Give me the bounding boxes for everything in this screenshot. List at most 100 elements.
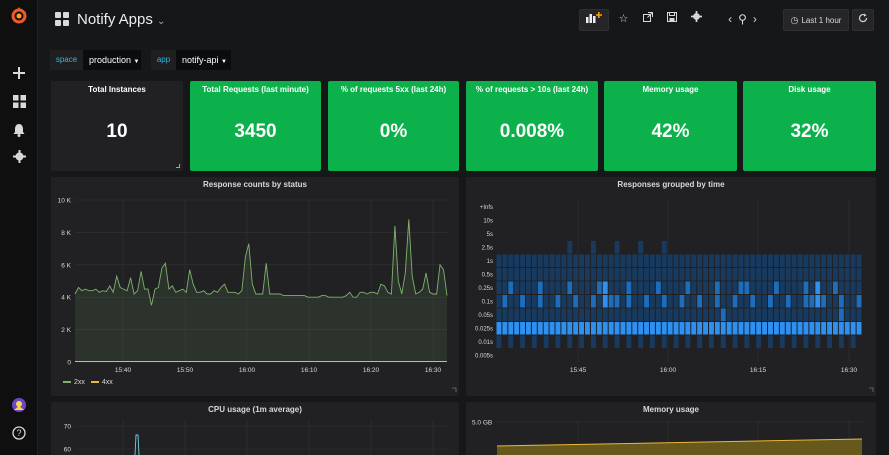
heatmap-cell [691,281,697,294]
heatmap-cell [620,281,626,294]
heatmap-cell [821,308,827,321]
stat-value: 3450 [234,121,277,142]
heatmap-cell [791,335,797,348]
heatmap-cell [602,335,608,348]
dashboard-grid-icon [55,12,69,26]
stat-panel-memory[interactable]: Memory usage 42% [604,81,737,171]
heatmap-cell [797,254,803,267]
heatmap-cell [744,295,750,308]
heatmap-cell [714,268,720,281]
panel-title: Total Instances [88,85,146,94]
heatmap-cell [762,295,767,308]
stat-panel-total-instances[interactable]: Total Instances 10 [51,81,183,171]
chevron-down-icon: ⌄ [157,16,166,27]
stat-panel-total-requests[interactable]: Total Requests (last minute) 3450 [190,81,321,171]
heatmap-cell [785,308,791,321]
heatmap-cell [803,254,809,267]
panel-cpu-usage[interactable]: CPU usage (1m average) [51,402,459,455]
heatmap-cell [549,295,555,308]
chevron-left-icon[interactable]: ‹ [728,12,739,26]
variable-select-space[interactable]: production ▼ [83,50,141,70]
resize-handle[interactable] [176,164,180,168]
heatmap-cell [714,322,720,335]
heatmap-cell [744,322,750,335]
settings-gear-icon[interactable] [686,9,707,31]
stat-panel-disk[interactable]: Disk usage 32% [743,81,876,171]
variable-label-app: app [151,50,176,70]
heatmap-cell [502,295,508,308]
save-icon[interactable] [661,9,682,31]
add-panel-button[interactable] [579,9,609,31]
grafana-logo-icon[interactable] [0,6,38,31]
heatmap-cell [567,308,573,321]
heatmap-cell [620,268,626,281]
time-picker-button[interactable]: ◷ Last 1 hour [783,9,849,31]
heatmap-cell [856,268,862,281]
heatmap-cell [602,281,608,294]
heatmap-cell [827,268,832,281]
heatmap-cell [673,308,679,321]
heatmap-cell [514,281,520,294]
heatmap-cell [650,268,655,281]
heatmap-cell [661,281,667,294]
heatmap-cell [850,254,856,267]
heatmap-cell [602,295,608,308]
dashboard-title[interactable]: Notify Apps ⌄ [77,11,166,28]
legend-item-2xx[interactable]: 2xx [63,379,85,386]
gear-icon[interactable] [0,150,38,168]
question-icon[interactable]: ? [0,426,38,445]
heatmap-cell [573,322,579,335]
stat-value: 0% [379,121,408,142]
heatmap-cell [827,295,832,308]
y-bucket-label: 0.025s [475,327,493,333]
heatmap-cell [732,268,738,281]
bell-icon[interactable] [0,123,38,142]
user-avatar-icon[interactable] [0,398,38,417]
stat-panel-5xx[interactable]: % of requests 5xx (last 24h) 0% [328,81,459,171]
panel-response-counts[interactable]: Response counts by status [51,177,459,396]
panel-title: CPU usage (1m average) [208,405,302,414]
variable-select-app[interactable]: notify-api ▼ [176,50,231,70]
heatmap-cell [750,268,756,281]
heatmap-cell [738,308,744,321]
y-tick-label: 8 K [61,230,71,237]
heatmap-cell [508,281,514,294]
heatmap-cell [791,295,797,308]
heatmap-cell [762,308,767,321]
x-tick-label: 16:00 [239,367,256,374]
chevron-right-icon[interactable]: › [752,12,763,26]
heatmap-cell [821,254,827,267]
heatmap-cell [803,268,809,281]
heatmap-cell [661,308,667,321]
caret-down-icon: ▼ [221,59,227,65]
share-icon[interactable] [637,9,658,31]
heatmap-cell [779,335,785,348]
heatmap-cell [514,254,520,267]
heatmap-cell [720,322,726,335]
heatmap-cell [573,281,579,294]
x-tick-label: 16:30 [425,367,442,374]
heatmap-cell [697,322,703,335]
panel-title: Disk usage [788,85,831,94]
stat-panel-slow-requests[interactable]: % of requests > 10s (last 24h) 0.008% [466,81,598,171]
heatmap-cell [632,308,638,321]
apps-grid-icon[interactable] [0,95,38,113]
heatmap-cell [756,308,762,321]
heatmap-cell [608,295,614,308]
heatmap-cell [632,268,638,281]
heatmap-cell [614,268,620,281]
refresh-icon[interactable] [852,9,874,31]
heatmap-cell [608,268,614,281]
heatmap-cell [561,295,567,308]
plus-icon[interactable] [0,66,38,84]
heatmap-cell [720,281,726,294]
heatmap-cell [661,241,667,254]
heatmap-cell [614,308,620,321]
heatmap-cell [797,308,803,321]
heatmap-cell [585,308,590,321]
zoom-out-icon[interactable]: ⚲ [738,12,753,26]
heatmap-cell [838,281,844,294]
star-icon[interactable]: ☆ [618,13,629,25]
heatmap-cell [774,268,779,281]
legend-item-4xx[interactable]: 4xx [90,379,113,386]
